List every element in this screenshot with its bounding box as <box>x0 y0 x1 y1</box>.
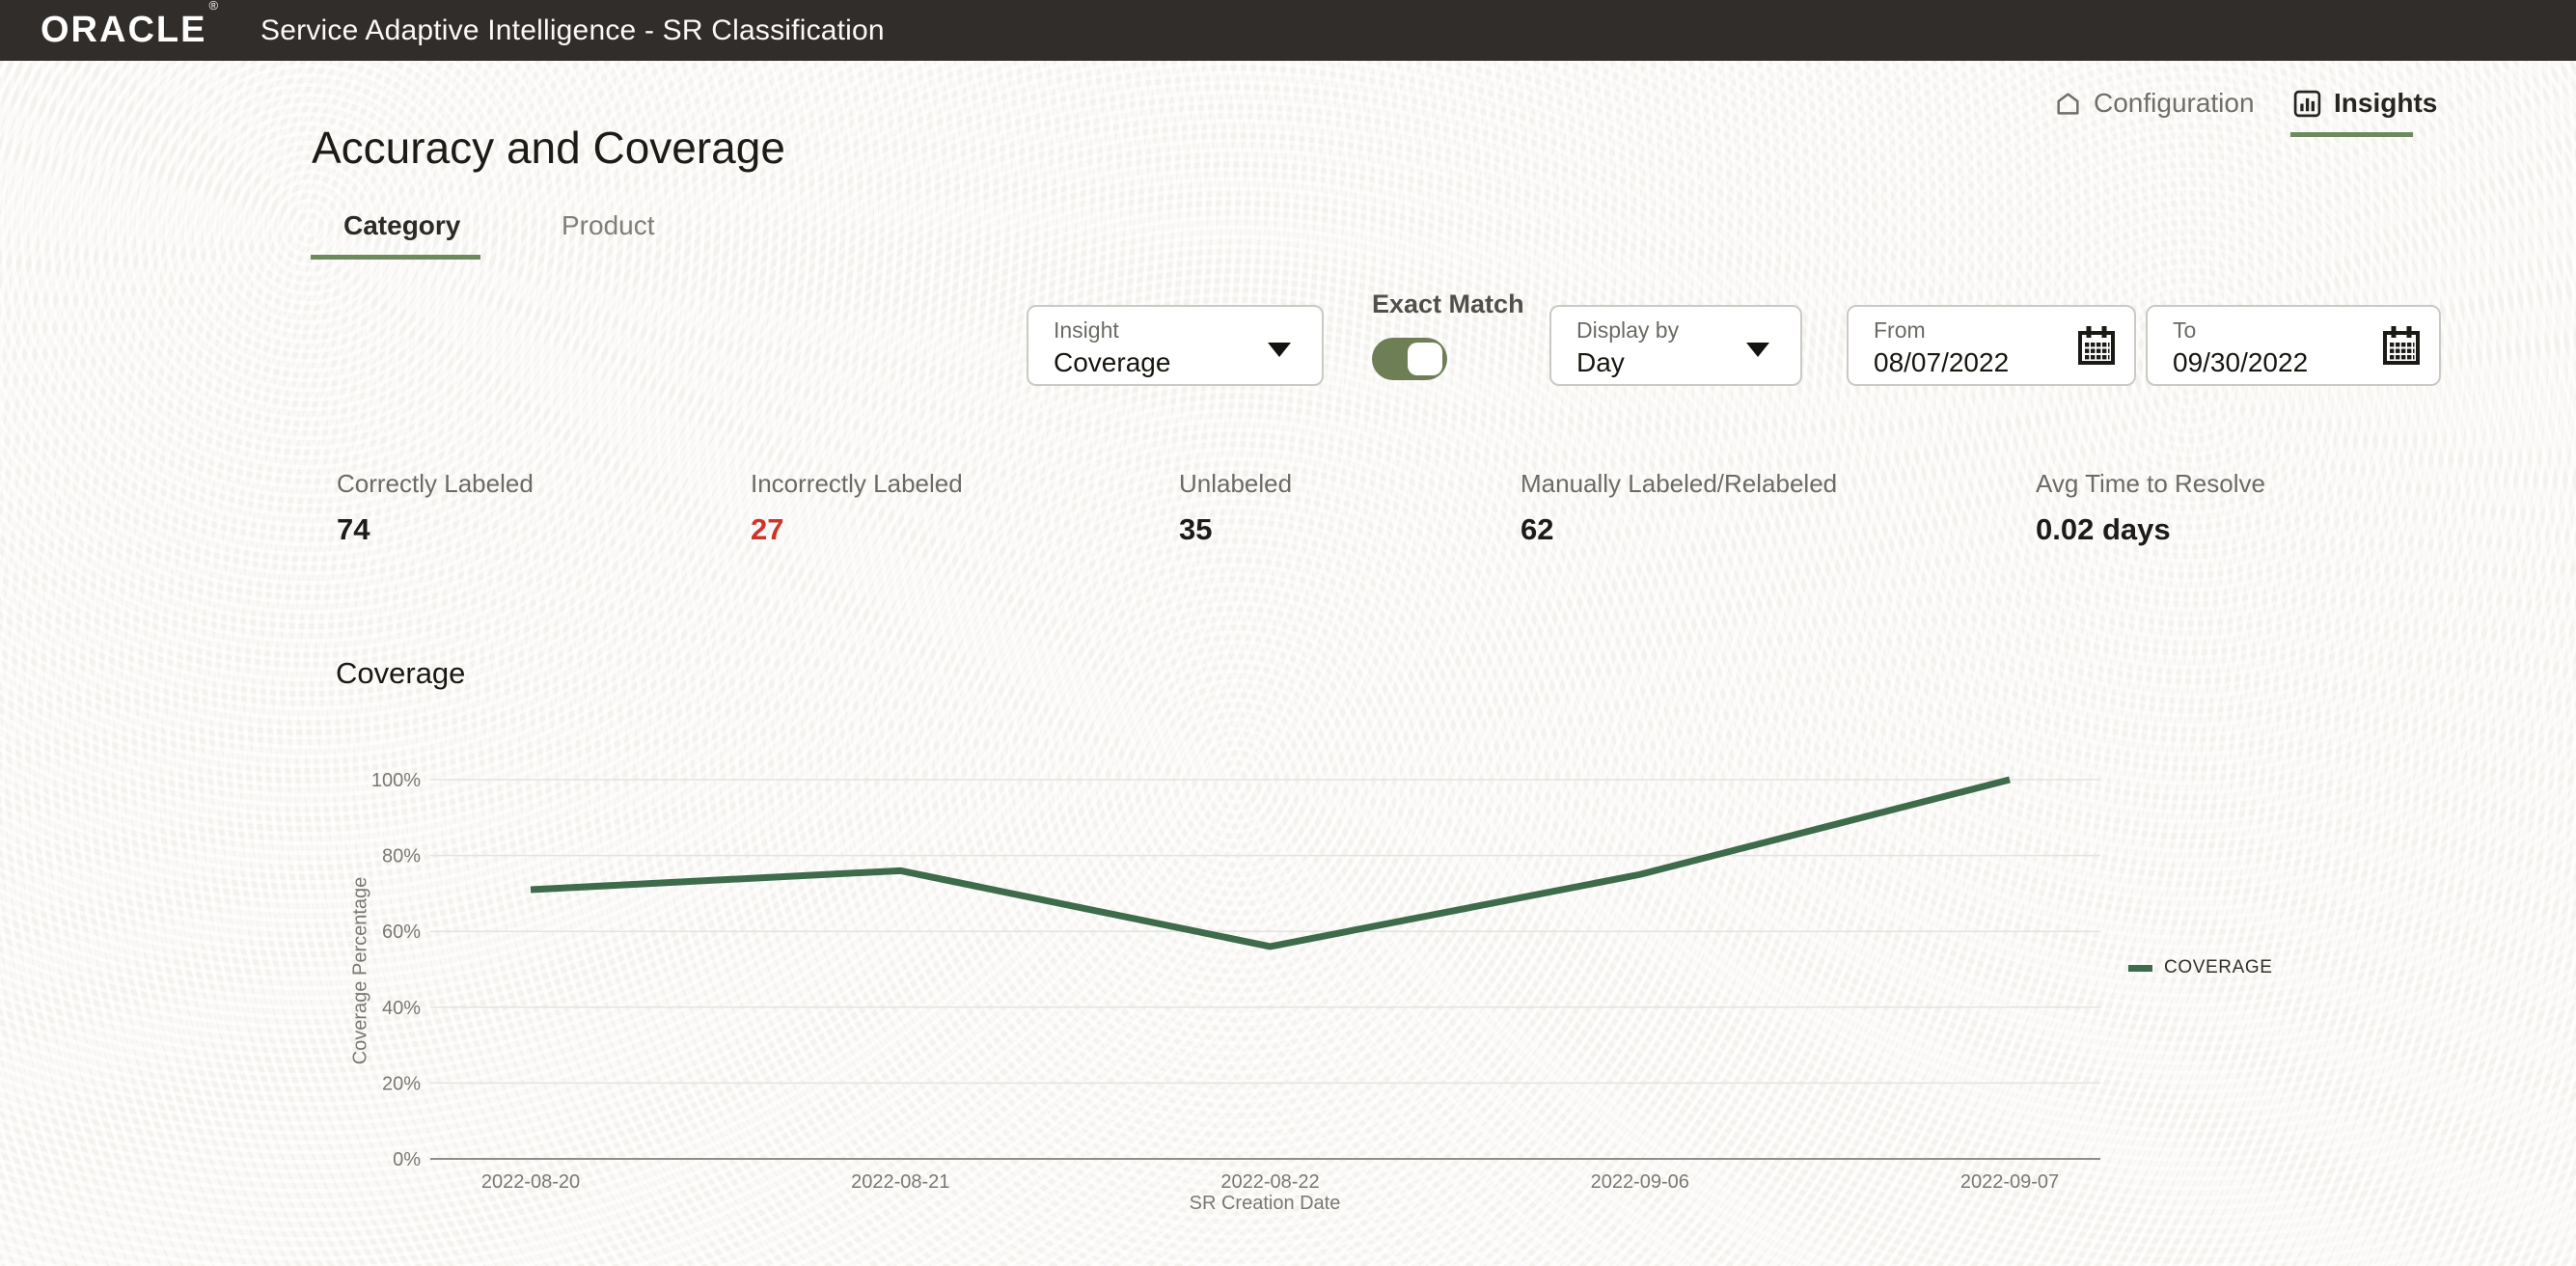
stat-avg-time-to-resolve: Avg Time to Resolve 0.02 days <box>2036 469 2265 547</box>
x-axis-title: SR Creation Date <box>1189 1193 1341 1214</box>
calendar-icon[interactable] <box>2076 324 2117 367</box>
svg-text:2022-09-07: 2022-09-07 <box>1960 1171 2059 1193</box>
stat-incorrectly-labeled: Incorrectly Labeled 27 <box>751 469 963 547</box>
stat-label: Unlabeled <box>1179 469 1293 498</box>
top-bar: ORACLE® Service Adaptive Intelligence - … <box>0 0 2576 61</box>
toggle-knob <box>1408 343 1442 375</box>
home-icon <box>2057 92 2079 115</box>
chart-title: Coverage <box>336 656 466 690</box>
stat-value: 74 <box>337 512 370 546</box>
legend-label: COVERAGE <box>2164 957 2273 977</box>
stat-value: 35 <box>1179 512 1213 546</box>
oracle-logo: ORACLE® <box>41 0 218 51</box>
svg-text:2022-08-22: 2022-08-22 <box>1220 1171 1319 1193</box>
coverage-line-chart: 0% 20% 40% 60% 80% 100% 2022-08-20 2022-08-21 20… <box>371 770 2100 1193</box>
date-from-field[interactable]: From 08/07/2022 <box>1847 305 2136 386</box>
nav-configuration-label: Configuration <box>2094 88 2255 118</box>
stat-correctly-labeled: Correctly Labeled 74 <box>337 469 534 547</box>
exact-match-toggle[interactable] <box>1372 338 1447 380</box>
date-from-label: From <box>1874 317 1926 343</box>
y-axis-title: Coverage Percentage <box>349 876 371 1065</box>
date-to-label: To <box>2173 317 2197 343</box>
active-nav-indicator <box>2290 132 2413 137</box>
stat-value: 0.02 days <box>2036 512 2171 546</box>
app-title: Service Adaptive Intelligence - SR Class… <box>260 14 885 46</box>
tab-product[interactable]: Product <box>562 210 655 240</box>
svg-text:80%: 80% <box>382 846 421 867</box>
chevron-down-icon <box>1268 343 1291 357</box>
nav-insights-label: Insights <box>2334 88 2438 118</box>
insight-select-label: Insight <box>1054 317 1119 343</box>
stat-label: Correctly Labeled <box>337 469 534 498</box>
insight-select[interactable]: Insight Coverage <box>1027 305 1324 386</box>
svg-text:2022-09-06: 2022-09-06 <box>1591 1171 1689 1193</box>
nav-configuration[interactable]: Configuration <box>2054 81 2255 125</box>
nav-insights[interactable]: Insights <box>2290 81 2438 137</box>
svg-text:40%: 40% <box>382 998 421 1019</box>
date-to-value: 09/30/2022 <box>2173 347 2309 377</box>
svg-text:2022-08-20: 2022-08-20 <box>481 1171 580 1193</box>
display-by-select-value: Day <box>1576 347 1625 377</box>
registered-mark-icon: ® <box>208 0 219 13</box>
date-to-field[interactable]: To 09/30/2022 <box>2146 305 2441 386</box>
svg-text:60%: 60% <box>382 922 421 943</box>
stat-label: Avg Time to Resolve <box>2036 469 2265 498</box>
chart-legend: COVERAGE <box>2128 957 2273 978</box>
stat-value: 62 <box>1521 512 1554 546</box>
calendar-icon[interactable] <box>2381 324 2422 367</box>
stat-value: 27 <box>751 512 784 546</box>
svg-text:0%: 0% <box>393 1149 421 1170</box>
display-by-select[interactable]: Display by Day <box>1549 305 1802 386</box>
page-title: Accuracy and Coverage <box>312 123 785 173</box>
date-from-value: 08/07/2022 <box>1874 347 2010 377</box>
tab-category[interactable]: Category <box>343 210 461 240</box>
bar-chart-icon <box>2293 90 2321 117</box>
active-tab-indicator <box>311 255 480 260</box>
stat-label: Incorrectly Labeled <box>751 469 963 498</box>
svg-text:20%: 20% <box>382 1073 421 1094</box>
chevron-down-icon <box>1746 343 1769 357</box>
display-by-select-label: Display by <box>1576 317 1680 343</box>
svg-text:100%: 100% <box>371 770 421 791</box>
svg-text:2022-08-21: 2022-08-21 <box>851 1171 949 1193</box>
oracle-logo-text: ORACLE <box>41 10 207 50</box>
stat-label: Manually Labeled/Relabeled <box>1521 469 1838 498</box>
legend-swatch <box>2128 964 2152 972</box>
stat-unlabeled: Unlabeled 35 <box>1179 469 1292 547</box>
insight-select-value: Coverage <box>1054 347 1171 377</box>
stat-manually-labeled: Manually Labeled/Relabeled 62 <box>1521 469 1837 547</box>
exact-match-label: Exact Match <box>1372 289 1524 318</box>
